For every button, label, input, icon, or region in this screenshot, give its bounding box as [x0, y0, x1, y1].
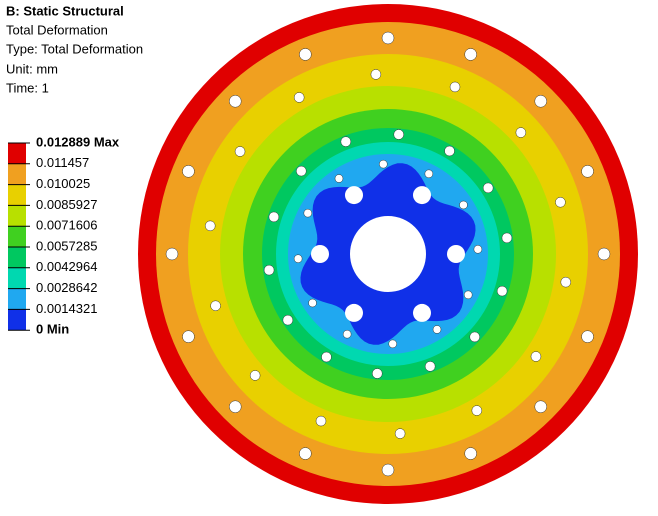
vent-hole	[303, 208, 313, 218]
legend-swatch	[8, 309, 26, 331]
legend-label: 0.012889 Max	[36, 134, 120, 149]
legend-label: 0.010025	[36, 176, 90, 191]
vent-hole	[299, 447, 312, 460]
vent-hole	[308, 298, 317, 308]
vent-hole	[182, 165, 195, 178]
vent-hole	[210, 300, 221, 312]
legend-swatch	[8, 184, 26, 206]
vent-hole	[534, 400, 547, 413]
legend-swatch	[8, 143, 26, 164]
center-bore	[350, 216, 426, 292]
analysis-title: B: Static Structural	[6, 3, 124, 18]
vent-hole	[234, 146, 246, 157]
bolt-hole	[413, 303, 431, 322]
vent-hole	[424, 169, 434, 179]
vent-hole	[444, 145, 455, 157]
vent-hole	[379, 159, 388, 169]
legend-label: 0.011457	[36, 155, 89, 170]
vent-hole	[393, 129, 405, 140]
legend-swatch	[8, 288, 26, 310]
bolt-hole	[345, 303, 363, 322]
result-line: Total Deformation	[6, 22, 108, 37]
legend-swatch	[8, 205, 26, 227]
vent-hole	[249, 370, 261, 381]
vent-hole	[464, 447, 477, 460]
result-line: Time: 1	[6, 80, 49, 95]
vent-hole	[268, 211, 280, 223]
legend-label: 0.0057285	[36, 238, 97, 253]
vent-hole	[424, 361, 436, 372]
vent-hole	[482, 182, 494, 194]
vent-hole	[334, 174, 344, 183]
vent-hole	[463, 290, 473, 300]
vent-hole	[340, 136, 352, 147]
legend-swatch	[8, 267, 26, 289]
vent-hole	[581, 330, 594, 343]
result-line: Unit: mm	[6, 61, 58, 76]
vent-hole	[469, 331, 480, 343]
vent-hole	[464, 48, 477, 61]
legend-label: 0 Min	[36, 322, 69, 337]
vent-hole	[459, 200, 468, 210]
vent-hole	[432, 325, 442, 334]
legend-swatch	[8, 247, 26, 268]
vent-hole	[394, 428, 406, 439]
vent-hole	[296, 165, 307, 177]
vent-hole	[515, 127, 527, 138]
vent-hole	[182, 330, 195, 343]
vent-hole	[530, 351, 542, 362]
legend-swatch	[8, 163, 26, 185]
vent-hole	[534, 95, 547, 108]
vent-hole	[299, 48, 312, 61]
bolt-hole	[311, 245, 329, 263]
legend-label: 0.0042964	[36, 259, 97, 274]
vent-hole	[555, 196, 566, 208]
vent-hole	[501, 232, 513, 244]
vent-hole	[381, 31, 395, 45]
vent-hole	[229, 400, 242, 413]
result-line: Type: Total Deformation	[6, 41, 143, 56]
bolt-hole	[413, 186, 431, 205]
vent-hole	[282, 314, 294, 326]
vent-hole	[597, 247, 611, 261]
legend-label: 0.0028642	[36, 280, 97, 295]
vent-hole	[165, 247, 179, 261]
legend-label: 0.0085927	[36, 197, 97, 212]
vent-hole	[471, 405, 483, 416]
vent-hole	[496, 285, 508, 297]
vent-hole	[293, 92, 305, 103]
legend-label: 0.0014321	[36, 301, 97, 316]
vent-hole	[263, 264, 275, 276]
vent-hole	[371, 368, 383, 379]
vent-hole	[229, 95, 242, 108]
disc-model	[138, 4, 638, 504]
vent-hole	[204, 220, 216, 232]
vent-hole	[293, 254, 303, 263]
legend: 0.012889 Max 0.011457 0.010025 0.0085927 0.0…	[8, 134, 120, 337]
vent-hole	[342, 329, 352, 339]
vent-hole	[315, 415, 327, 427]
vent-hole	[449, 81, 461, 93]
vent-hole	[560, 276, 572, 288]
vent-hole	[581, 165, 594, 178]
bolt-hole	[345, 186, 363, 205]
bolt-hole	[447, 245, 465, 263]
vent-hole	[381, 463, 395, 477]
vent-hole	[388, 339, 397, 349]
vent-hole	[473, 245, 483, 254]
legend-swatch	[8, 226, 26, 247]
legend-label: 0.0071606	[36, 218, 97, 233]
vent-hole	[321, 351, 332, 363]
vent-hole	[370, 69, 382, 80]
